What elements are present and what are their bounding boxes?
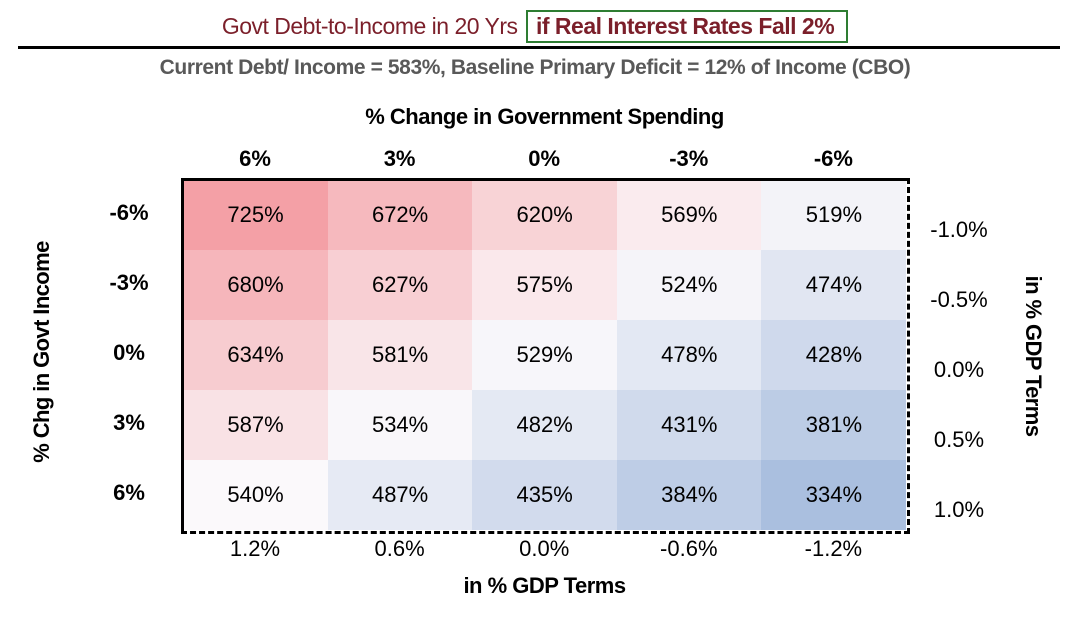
- title-highlight-box: if Real Interest Rates Fall 2%: [525, 10, 849, 43]
- heatmap-cell: 482%: [472, 390, 618, 460]
- bottom-axis-label: 0.6%: [374, 536, 425, 561]
- title-divider: [18, 46, 1060, 49]
- bottom-axis-label: 0.0%: [519, 536, 570, 561]
- right-axis-label: 0.5%: [933, 427, 985, 452]
- heatmap-cell: 529%: [472, 320, 618, 390]
- heatmap-cell: 474%: [761, 250, 907, 320]
- left-axis-title: % Chg in Govt Income: [29, 241, 54, 463]
- heatmap-grid: 725% 672% 620% 569% 519% 680% 627% 575% 524% 474%…: [183, 180, 907, 530]
- heatmap-cell: 680%: [183, 250, 328, 320]
- heatmap-cell: 725%: [183, 180, 328, 250]
- right-axis-label: -1.0%: [930, 217, 988, 242]
- heatmap-cell: 672%: [327, 180, 473, 250]
- heatmap-cell: 428%: [761, 320, 907, 390]
- heatmap-cell: 620%: [472, 180, 618, 250]
- heatmap-cell: 384%: [616, 460, 762, 530]
- bottom-axis-title: in % GDP Terms: [463, 573, 626, 598]
- heatmap-cell: 534%: [327, 390, 473, 460]
- column-header: -3%: [669, 146, 709, 171]
- column-header: 3%: [383, 146, 416, 171]
- chart-title: Govt Debt-to-Income in 20 Yrs if Real In…: [0, 10, 1070, 44]
- column-header: -6%: [813, 146, 853, 171]
- heatmap-cell: 478%: [616, 320, 762, 390]
- right-axis-title: in % GDP Terms: [1021, 275, 1046, 437]
- top-axis-title: % Change in Government Spending: [365, 104, 724, 129]
- heatmap-cell: 334%: [761, 460, 907, 530]
- heatmap-cell: 540%: [183, 460, 328, 530]
- heatmap-cell: 634%: [183, 320, 328, 390]
- row-header: -3%: [109, 270, 149, 295]
- row-header: -6%: [109, 200, 149, 225]
- row-header: 0%: [113, 340, 145, 365]
- heatmap-cell: 627%: [327, 250, 473, 320]
- heatmap-cell: 575%: [472, 250, 618, 320]
- bottom-axis-label: -0.6%: [660, 536, 718, 561]
- row-header: 3%: [113, 410, 145, 435]
- heatmap-cell: 587%: [183, 390, 328, 460]
- right-axis-label: -0.5%: [930, 287, 988, 312]
- column-header: 0%: [528, 146, 561, 171]
- heatmap-cell: 524%: [616, 250, 762, 320]
- chart-subtitle: Current Debt/ Income = 583%, Baseline Pr…: [159, 56, 911, 79]
- heatmap-cell: 435%: [472, 460, 618, 530]
- heatmap-cell: 381%: [761, 390, 907, 460]
- heatmap-cell: 581%: [327, 320, 473, 390]
- bottom-axis-label: 1.2%: [229, 536, 281, 561]
- heatmap-cell: 431%: [616, 390, 762, 460]
- bottom-axis-label: -1.2%: [804, 536, 863, 561]
- heatmap-cell: 519%: [761, 180, 907, 250]
- heatmap-cell: 569%: [616, 180, 762, 250]
- heatmap-cell: 487%: [327, 460, 473, 530]
- right-axis-label: 1.0%: [933, 497, 985, 522]
- row-header: 6%: [113, 480, 145, 505]
- right-axis-label: 0.0%: [933, 357, 985, 382]
- title-main-text: Govt Debt-to-Income in 20 Yrs: [221, 13, 518, 39]
- column-header: 6%: [239, 146, 271, 171]
